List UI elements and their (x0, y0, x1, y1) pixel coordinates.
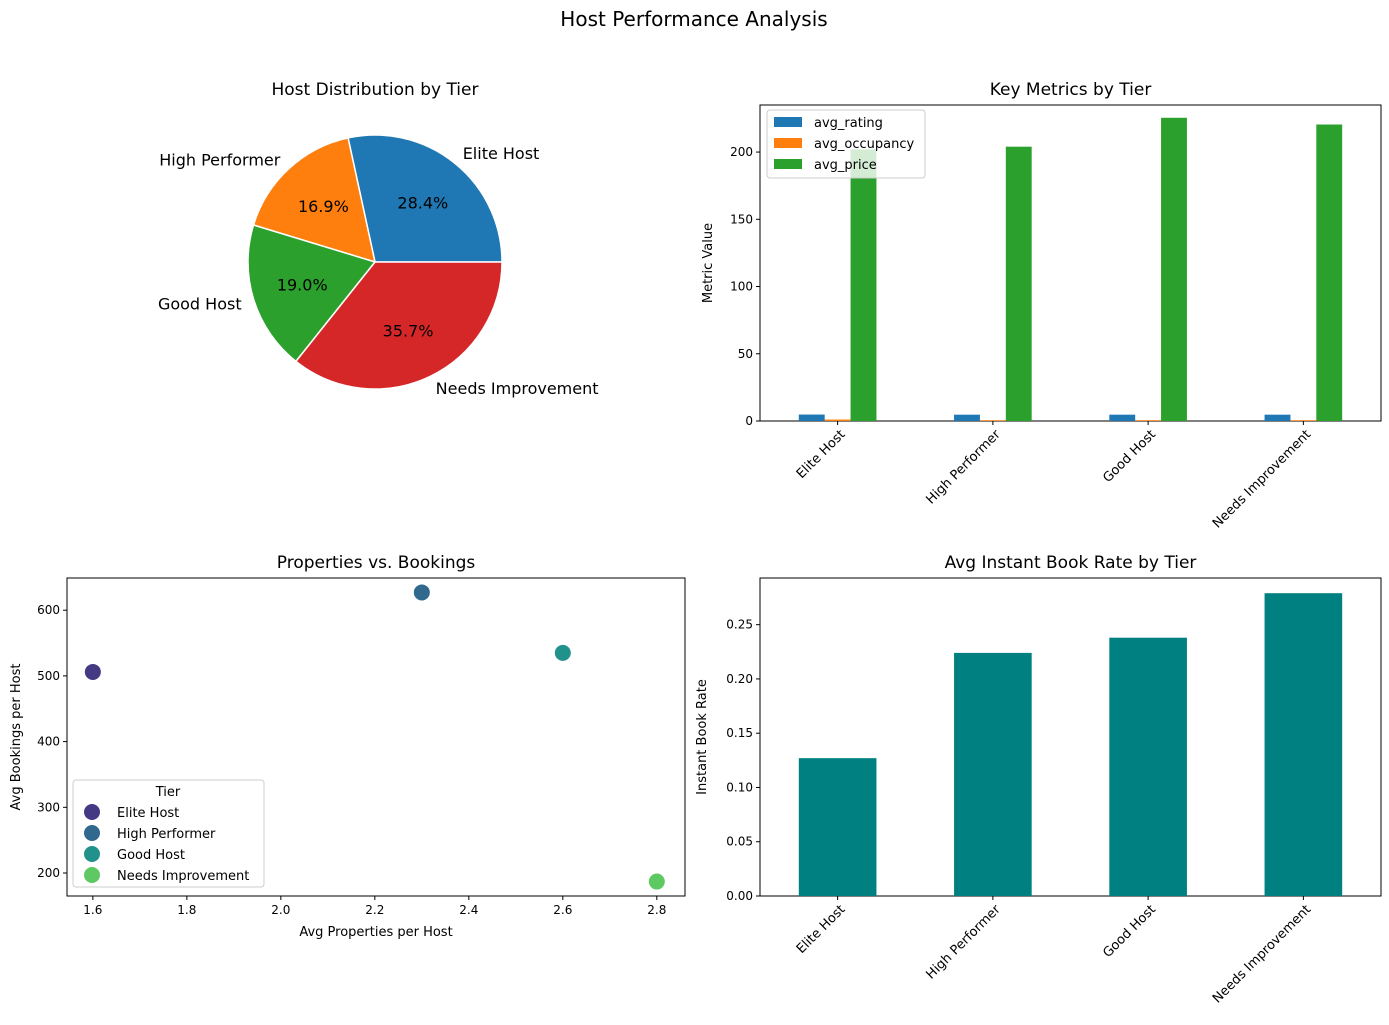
axes-frame (66, 577, 686, 897)
legend-label: avg_occupancy (814, 137, 915, 152)
scatter-point (83, 662, 102, 681)
scatter-point (553, 643, 572, 662)
x-tick-label: Good Host (1100, 427, 1159, 486)
axes-frame (759, 104, 1382, 422)
x-tick-label: 1.8 (177, 903, 196, 917)
bar-avg_price (850, 149, 877, 422)
y-tick-label: 100 (730, 280, 753, 294)
legend-label: avg_price (814, 158, 877, 173)
bar-avg_occupancy (824, 419, 851, 421)
axes-frame (759, 577, 1382, 897)
pie-category-label: High Performer (159, 150, 281, 169)
legend-box (72, 779, 265, 888)
y-tick-label: 150 (730, 212, 753, 226)
y-tick-label: 500 (37, 669, 60, 683)
bar-avg_rating (798, 414, 825, 421)
bar (954, 652, 1032, 896)
y-tick-label: 0 (745, 414, 753, 428)
legend-title: Tier (155, 785, 181, 800)
legend-swatch (774, 138, 802, 148)
x-tick-label: Needs Improvement (1210, 902, 1314, 1006)
pie-pct-label: 35.7% (383, 322, 434, 341)
y-tick-label: 0.00 (726, 889, 753, 903)
y-tick-label: 0.25 (726, 618, 753, 632)
legend-label: Needs Improvement (117, 869, 249, 884)
bar-avg_rating (954, 414, 980, 421)
chart-title: Key Metrics by Tier (990, 80, 1152, 100)
scatter-point (412, 583, 431, 602)
chart-title: Avg Instant Book Rate by Tier (945, 553, 1197, 573)
legend-marker (84, 846, 100, 862)
pie-slice (294, 261, 503, 390)
bar-avg_price (1161, 117, 1187, 421)
scatter-point (647, 872, 666, 891)
instant-book-chart: Avg Instant Book Rate by Tier 0.00 0.05 0.1… (695, 553, 1382, 1006)
y-tick-label: 0.15 (726, 726, 753, 740)
pie-pct-label: 19.0% (277, 276, 328, 295)
x-tick-label: 2.4 (459, 903, 478, 917)
bar (1109, 637, 1187, 896)
pie-category-label: Needs Improvement (436, 379, 599, 398)
pie-slice (247, 224, 377, 363)
legend-label: Elite Host (117, 806, 179, 821)
x-tick-label: 2.8 (647, 903, 666, 917)
y-tick-label: 0.20 (726, 672, 753, 686)
legend-marker (84, 867, 100, 883)
pie-slice (252, 136, 377, 264)
y-axis-label: Metric Value (701, 223, 716, 303)
x-tick-label: 2.2 (365, 903, 384, 917)
legend-label: avg_rating (814, 116, 883, 131)
chart-title: Host Distribution by Tier (272, 80, 479, 100)
figure-title: Host Performance Analysis (560, 7, 827, 31)
pie-pct-label: 16.9% (298, 197, 349, 216)
legend-swatch (774, 117, 802, 127)
bar-avg_rating (1109, 414, 1136, 421)
x-tick-label: Elite Host (794, 427, 849, 482)
x-tick-label: Good Host (1100, 902, 1159, 961)
y-tick-label: 0.10 (726, 780, 753, 794)
bar (798, 758, 877, 896)
x-axis-label: Avg Properties per Host (299, 925, 452, 940)
pie-pct-label: 28.4% (397, 194, 448, 213)
y-tick-label: 400 (37, 735, 60, 749)
x-tick-label: High Performer (924, 902, 1005, 983)
bar-avg_rating (1264, 414, 1291, 421)
bar-avg_price (1005, 146, 1032, 421)
legend-swatch (774, 159, 802, 169)
y-tick-label: 200 (37, 866, 60, 880)
bar-avg_occupancy (1135, 420, 1162, 421)
scatter-chart: Properties vs. Bookings 200 300 400 500 600 Av… (9, 553, 686, 940)
key-metrics-chart: Key Metrics by Tier 0 50 100 150 200 Metric Va… (701, 80, 1382, 531)
pie-category-label: Good Host (158, 294, 242, 313)
bar (1264, 593, 1343, 896)
y-axis-label: Avg Bookings per Host (9, 664, 24, 811)
x-tick-label: High Performer (924, 427, 1005, 508)
y-tick-label: 600 (37, 603, 60, 617)
y-tick-label: 200 (730, 145, 753, 159)
y-tick-label: 50 (738, 347, 753, 361)
pie-chart: Host Distribution by Tier 28.4% Elite Host… (158, 80, 599, 398)
bar-avg_occupancy (979, 420, 1006, 421)
legend: avg_rating avg_occupancy avg_price (766, 109, 926, 179)
legend-box (766, 109, 926, 179)
x-tick-label: 2.0 (271, 903, 290, 917)
bar-avg_occupancy (1290, 420, 1317, 421)
pie-slice (347, 134, 503, 263)
legend: Tier Elite Host High Performer Good Host Nee… (72, 779, 265, 888)
y-tick-label: 0.05 (726, 835, 753, 849)
x-tick-label: Elite Host (794, 902, 849, 957)
pie-category-label: Elite Host (463, 144, 540, 163)
legend-marker (84, 825, 100, 841)
x-tick-label: 2.6 (553, 903, 572, 917)
bar-avg_price (1316, 124, 1343, 422)
chart-title: Properties vs. Bookings (277, 553, 476, 573)
y-axis-label: Instant Book Rate (695, 679, 710, 795)
legend-label: Good Host (117, 848, 185, 863)
legend-label: High Performer (117, 827, 216, 842)
x-tick-label: Needs Improvement (1210, 427, 1314, 531)
x-tick-label: 1.6 (83, 903, 102, 917)
y-tick-label: 300 (37, 800, 60, 814)
legend-marker (84, 804, 100, 820)
